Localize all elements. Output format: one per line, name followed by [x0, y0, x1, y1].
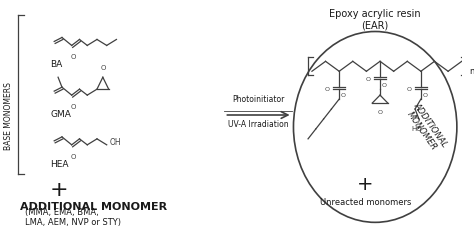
Text: Epoxy acrylic resin
(EAR): Epoxy acrylic resin (EAR) [329, 9, 421, 30]
Text: OH: OH [109, 138, 121, 147]
Text: O: O [377, 109, 383, 115]
Text: O: O [324, 86, 329, 91]
Text: O: O [382, 82, 387, 87]
Text: O: O [341, 92, 346, 97]
Text: +: + [357, 174, 374, 193]
Text: O: O [71, 54, 76, 60]
Text: O: O [100, 65, 106, 71]
Text: (MMA, EMA, BMA,
LMA, AEM, NVP or STY): (MMA, EMA, BMA, LMA, AEM, NVP or STY) [25, 207, 121, 226]
Text: O: O [406, 86, 411, 91]
Text: O: O [365, 76, 370, 81]
Text: +: + [50, 179, 68, 199]
Text: O: O [423, 92, 428, 97]
Text: O: O [71, 104, 76, 109]
Text: BA: BA [50, 60, 63, 69]
Text: ADDITIONAL MONOMER: ADDITIONAL MONOMER [20, 202, 167, 212]
Text: UV-A Irradiation: UV-A Irradiation [228, 119, 289, 128]
Text: HEA: HEA [50, 159, 69, 168]
Text: GMA: GMA [50, 109, 71, 119]
Text: O: O [71, 153, 76, 159]
Text: n: n [470, 67, 474, 76]
Text: HO: HO [412, 125, 422, 131]
Text: BASE MONOMERS: BASE MONOMERS [4, 82, 13, 149]
Text: Unreacted monomers: Unreacted monomers [320, 197, 411, 206]
Text: ADDITIONAL
MONOMER: ADDITIONAL MONOMER [403, 100, 448, 154]
Text: Photoinitiator: Photoinitiator [232, 95, 284, 104]
